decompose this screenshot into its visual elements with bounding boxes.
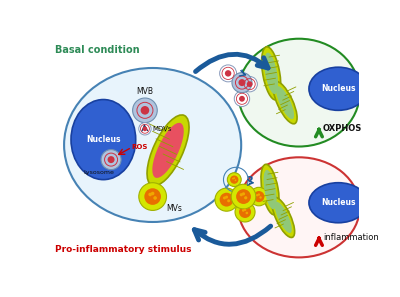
Text: MVB: MVB <box>136 87 154 96</box>
Ellipse shape <box>71 99 136 180</box>
Circle shape <box>220 193 234 207</box>
Ellipse shape <box>275 202 292 233</box>
Circle shape <box>232 72 252 93</box>
Text: Nucleus: Nucleus <box>86 135 121 144</box>
Ellipse shape <box>152 123 184 178</box>
Ellipse shape <box>64 68 241 222</box>
Ellipse shape <box>264 170 277 209</box>
Circle shape <box>256 194 258 196</box>
Text: MVs: MVs <box>166 204 182 213</box>
Circle shape <box>236 189 251 204</box>
Circle shape <box>139 183 166 211</box>
Circle shape <box>223 196 226 199</box>
Ellipse shape <box>261 164 279 215</box>
Circle shape <box>139 123 151 135</box>
Circle shape <box>235 202 255 222</box>
Circle shape <box>141 106 149 115</box>
Circle shape <box>238 79 246 86</box>
Circle shape <box>142 127 147 131</box>
Text: MDVs: MDVs <box>153 126 172 132</box>
Circle shape <box>232 178 234 179</box>
Ellipse shape <box>272 197 295 238</box>
Text: Lysosome: Lysosome <box>83 170 114 176</box>
Circle shape <box>233 177 235 179</box>
Text: OXPHOS: OXPHOS <box>323 124 362 132</box>
Circle shape <box>247 81 252 87</box>
Circle shape <box>242 192 245 195</box>
Circle shape <box>151 192 154 195</box>
Ellipse shape <box>238 157 360 257</box>
Circle shape <box>258 193 260 196</box>
Text: ?: ? <box>246 176 253 186</box>
Ellipse shape <box>264 53 278 94</box>
Circle shape <box>234 91 250 107</box>
Circle shape <box>225 196 228 199</box>
Circle shape <box>230 176 238 184</box>
Circle shape <box>220 65 236 82</box>
Circle shape <box>244 208 246 211</box>
Ellipse shape <box>309 67 368 110</box>
Circle shape <box>244 196 247 199</box>
Circle shape <box>144 188 161 205</box>
Circle shape <box>227 173 241 187</box>
Ellipse shape <box>238 39 360 146</box>
Circle shape <box>235 179 236 181</box>
Circle shape <box>215 188 238 211</box>
Text: ROS: ROS <box>132 144 148 150</box>
Ellipse shape <box>309 183 368 223</box>
Text: Pro-inflammatory stimulus: Pro-inflammatory stimulus <box>55 244 191 254</box>
Ellipse shape <box>147 115 189 186</box>
Circle shape <box>148 193 152 196</box>
Circle shape <box>133 98 157 123</box>
Circle shape <box>259 196 262 199</box>
Ellipse shape <box>262 47 281 100</box>
Circle shape <box>242 76 257 92</box>
Text: inflammation: inflammation <box>323 233 378 242</box>
Circle shape <box>250 187 268 206</box>
Circle shape <box>153 196 157 200</box>
Text: Nucleus: Nucleus <box>321 84 356 93</box>
Circle shape <box>246 212 248 214</box>
Circle shape <box>101 150 121 170</box>
Circle shape <box>240 193 243 196</box>
Circle shape <box>239 96 245 102</box>
Ellipse shape <box>276 86 294 119</box>
Circle shape <box>225 70 231 77</box>
Circle shape <box>239 206 251 218</box>
Circle shape <box>108 156 114 163</box>
Text: Nucleus: Nucleus <box>321 198 356 207</box>
Text: Basal condition: Basal condition <box>55 45 140 55</box>
Circle shape <box>242 209 244 212</box>
Circle shape <box>231 184 256 209</box>
Ellipse shape <box>273 81 297 124</box>
Circle shape <box>253 191 264 202</box>
Circle shape <box>227 199 230 202</box>
